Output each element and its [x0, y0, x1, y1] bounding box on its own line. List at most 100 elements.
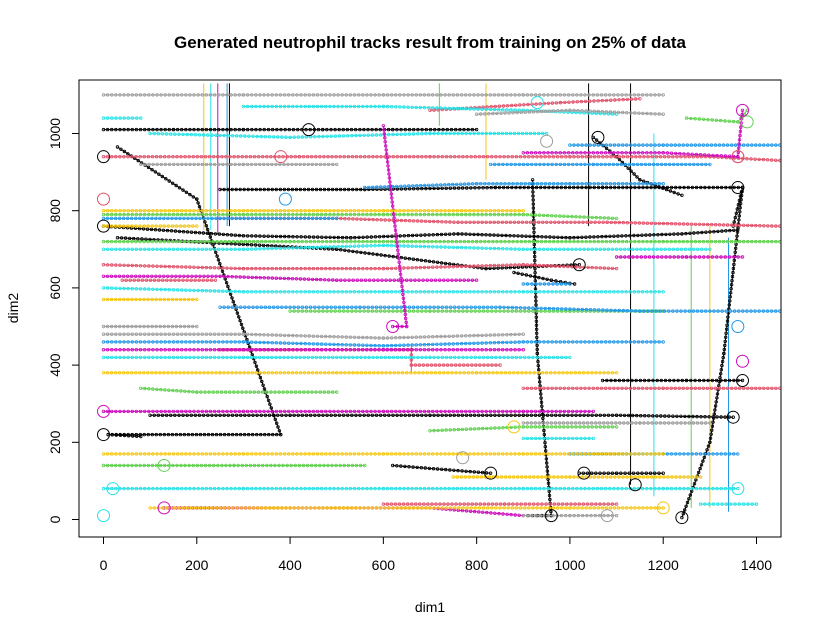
track-point	[460, 232, 464, 236]
track-point	[554, 101, 559, 105]
track-point	[462, 363, 466, 367]
track-point	[179, 265, 184, 269]
track-point	[729, 239, 734, 244]
track-series	[101, 239, 781, 244]
track-point	[391, 254, 395, 259]
track-point	[647, 378, 651, 383]
track-point	[155, 387, 159, 392]
track-point	[151, 127, 155, 132]
track-point	[428, 413, 432, 417]
track-point	[531, 210, 536, 214]
track-point	[389, 266, 394, 271]
track-point	[544, 502, 548, 506]
track-point	[248, 154, 253, 159]
track-point	[314, 187, 319, 192]
track-series	[101, 208, 525, 213]
track-point	[733, 215, 737, 220]
track-point	[340, 235, 345, 240]
track-point	[465, 309, 469, 313]
track-point	[746, 386, 750, 390]
track-point	[567, 185, 572, 190]
track-point	[184, 212, 188, 217]
track-point	[544, 449, 548, 453]
track-point	[242, 187, 246, 192]
track-point	[185, 278, 189, 282]
track-point	[162, 432, 167, 437]
track-point	[430, 502, 434, 506]
track-point	[719, 368, 723, 372]
track-point	[601, 154, 605, 159]
track-point	[312, 239, 317, 244]
track-point	[441, 363, 446, 367]
chart-title: Generated neutrophil tracks result from …	[174, 33, 687, 52]
track-point	[540, 404, 544, 408]
track-point	[222, 187, 226, 192]
track-point	[142, 239, 146, 244]
track-point	[681, 222, 686, 226]
track-point	[120, 278, 124, 282]
track-point	[592, 154, 597, 159]
track-point	[448, 309, 453, 313]
track-series	[101, 486, 740, 491]
track-point	[232, 463, 236, 468]
track-point	[238, 432, 243, 437]
track-point	[389, 239, 394, 244]
track-point	[169, 278, 173, 282]
track-point	[738, 210, 742, 214]
track-point	[533, 254, 537, 259]
track-point	[101, 263, 106, 267]
track-point	[348, 212, 353, 217]
track-point	[546, 481, 551, 485]
track-point	[683, 414, 687, 419]
track-point	[584, 154, 589, 159]
track-point	[684, 504, 688, 508]
track-point	[480, 220, 484, 224]
track-point	[272, 239, 276, 244]
track-point	[468, 469, 472, 474]
track-point	[177, 229, 182, 234]
track-point	[440, 186, 444, 190]
track-point	[109, 212, 114, 217]
track-point	[634, 378, 638, 383]
track-point	[636, 233, 640, 238]
track-point	[541, 263, 546, 268]
track-point	[278, 234, 283, 239]
track-point	[156, 413, 161, 417]
track-point	[606, 266, 611, 270]
track-point	[661, 471, 665, 475]
track-point	[482, 363, 486, 367]
track-point	[183, 154, 187, 159]
track-point	[192, 265, 196, 269]
track-point	[411, 413, 416, 417]
track-point	[226, 413, 230, 417]
track-point	[733, 239, 738, 244]
track-point	[695, 414, 699, 419]
track-point	[436, 154, 440, 159]
track-point	[531, 239, 536, 244]
track-point	[596, 185, 601, 190]
track-point	[707, 185, 711, 190]
track-point	[638, 154, 642, 159]
track-point	[585, 220, 589, 224]
track-point	[194, 432, 199, 437]
track-point	[668, 189, 673, 193]
track-point	[543, 239, 548, 244]
track-point	[205, 278, 209, 282]
track-point	[468, 232, 472, 236]
track-point	[431, 212, 435, 217]
track-point	[226, 187, 230, 192]
track-point	[679, 154, 683, 159]
track-point	[171, 212, 176, 217]
track-point	[399, 127, 403, 132]
track-point	[210, 432, 215, 437]
track-point	[577, 220, 581, 224]
track-point	[676, 192, 680, 196]
track-point	[377, 234, 382, 239]
track-point	[647, 414, 651, 418]
track-point	[754, 386, 758, 390]
track-series	[521, 386, 781, 390]
track-point	[621, 97, 625, 102]
track-point	[230, 187, 234, 192]
track-point	[498, 309, 502, 313]
track-point	[187, 463, 191, 468]
